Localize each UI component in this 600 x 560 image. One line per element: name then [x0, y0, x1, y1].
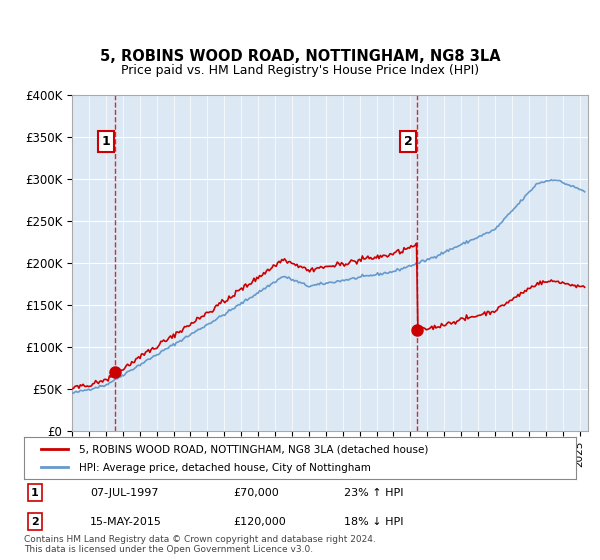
Text: 5, ROBINS WOOD ROAD, NOTTINGHAM, NG8 3LA (detached house): 5, ROBINS WOOD ROAD, NOTTINGHAM, NG8 3LA… — [79, 445, 428, 454]
Text: Contains HM Land Registry data © Crown copyright and database right 2024.
This d: Contains HM Land Registry data © Crown c… — [24, 535, 376, 554]
Text: £70,000: £70,000 — [234, 488, 280, 498]
Text: 07-JUL-1997: 07-JUL-1997 — [90, 488, 159, 498]
Text: 5, ROBINS WOOD ROAD, NOTTINGHAM, NG8 3LA: 5, ROBINS WOOD ROAD, NOTTINGHAM, NG8 3LA — [100, 49, 500, 64]
Text: 23% ↑ HPI: 23% ↑ HPI — [344, 488, 404, 498]
Text: 18% ↓ HPI: 18% ↓ HPI — [344, 517, 404, 526]
Text: 1: 1 — [102, 135, 110, 148]
Text: HPI: Average price, detached house, City of Nottingham: HPI: Average price, detached house, City… — [79, 463, 371, 473]
Text: 2: 2 — [404, 135, 413, 148]
Text: 15-MAY-2015: 15-MAY-2015 — [90, 517, 162, 526]
Text: 2: 2 — [31, 517, 39, 526]
Text: Price paid vs. HM Land Registry's House Price Index (HPI): Price paid vs. HM Land Registry's House … — [121, 64, 479, 77]
Text: 1: 1 — [31, 488, 39, 498]
Text: £120,000: £120,000 — [234, 517, 287, 526]
